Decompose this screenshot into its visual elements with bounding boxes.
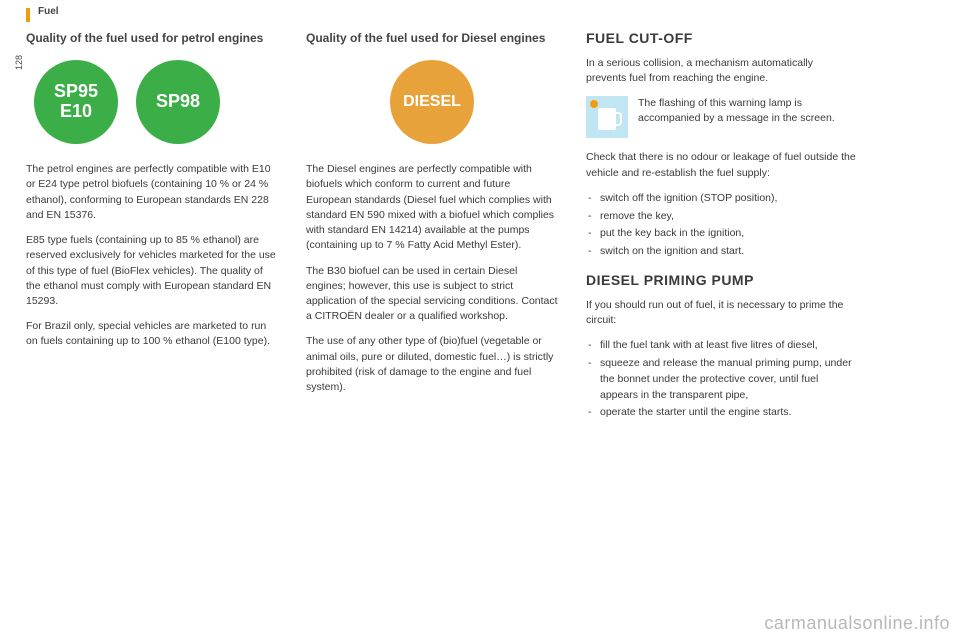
page-number: 128 [14, 55, 24, 70]
cutoff-check: Check that there is no odour or leakage … [586, 150, 856, 180]
section-accent-bar [26, 8, 30, 22]
petrol-para-2: E85 type fuels (containing up to 85 % et… [26, 233, 278, 309]
priming-steps-list: fill the fuel tank with at least five li… [586, 338, 856, 421]
cutoff-steps-list: switch off the ignition (STOP position),… [586, 191, 856, 260]
section-label: Fuel [38, 6, 59, 17]
diesel-para-1: The Diesel engines are perfectly compati… [306, 162, 558, 253]
priming-step: operate the starter until the engine sta… [586, 405, 856, 421]
col-petrol: Quality of the fuel used for petrol engi… [26, 30, 278, 433]
priming-heading: DIESEL PRIMING PUMP [586, 272, 856, 288]
badge-sp98-label: SP98 [156, 92, 200, 112]
petrol-para-3: For Brazil only, special vehicles are ma… [26, 319, 278, 349]
col-diesel: Quality of the fuel used for Diesel engi… [306, 30, 558, 433]
diesel-para-2: The B30 biofuel can be used in certain D… [306, 264, 558, 325]
cutoff-step: remove the key, [586, 209, 856, 225]
cutoff-step: switch off the ignition (STOP position), [586, 191, 856, 207]
diesel-badge-row: DIESEL [306, 60, 558, 144]
badge-diesel: DIESEL [390, 60, 474, 144]
fuel-cutoff-heading: FUEL CUT-OFF [586, 30, 856, 46]
badge-sp98: SP98 [136, 60, 220, 144]
badge-diesel-label: DIESEL [403, 93, 461, 111]
watermark: carmanualsonline.info [764, 613, 950, 634]
diesel-heading: Quality of the fuel used for Diesel engi… [306, 30, 558, 46]
badge-sp95-line2: E10 [60, 102, 92, 122]
cutoff-step: switch on the ignition and start. [586, 244, 856, 260]
petrol-para-1: The petrol engines are perfectly compati… [26, 162, 278, 223]
cutoff-step: put the key back in the ignition, [586, 226, 856, 242]
fuel-pump-icon [598, 108, 616, 130]
badge-sp95-e10: SP95 E10 [34, 60, 118, 144]
priming-intro: If you should run out of fuel, it is nec… [586, 298, 856, 328]
cutoff-intro: In a serious collision, a mechanism auto… [586, 56, 856, 86]
warning-dot-icon [590, 100, 598, 108]
petrol-heading: Quality of the fuel used for petrol engi… [26, 30, 278, 46]
priming-step: squeeze and release the manual priming p… [586, 356, 856, 403]
petrol-badges: SP95 E10 SP98 [26, 60, 278, 144]
callout-text: The flashing of this warning lamp is acc… [638, 96, 856, 138]
diesel-para-3: The use of any other type of (bio)fuel (… [306, 334, 558, 395]
fuel-warning-icon [586, 96, 628, 138]
warning-callout: The flashing of this warning lamp is acc… [586, 96, 856, 138]
content-columns: Quality of the fuel used for petrol engi… [26, 30, 856, 433]
col-cutoff-priming: FUEL CUT-OFF In a serious collision, a m… [586, 30, 856, 433]
badge-sp95-line1: SP95 [54, 82, 98, 102]
priming-step: fill the fuel tank with at least five li… [586, 338, 856, 354]
